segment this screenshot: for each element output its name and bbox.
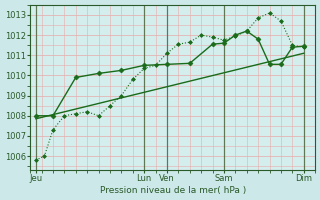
X-axis label: Pression niveau de la mer( hPa ): Pression niveau de la mer( hPa ) (100, 186, 246, 195)
